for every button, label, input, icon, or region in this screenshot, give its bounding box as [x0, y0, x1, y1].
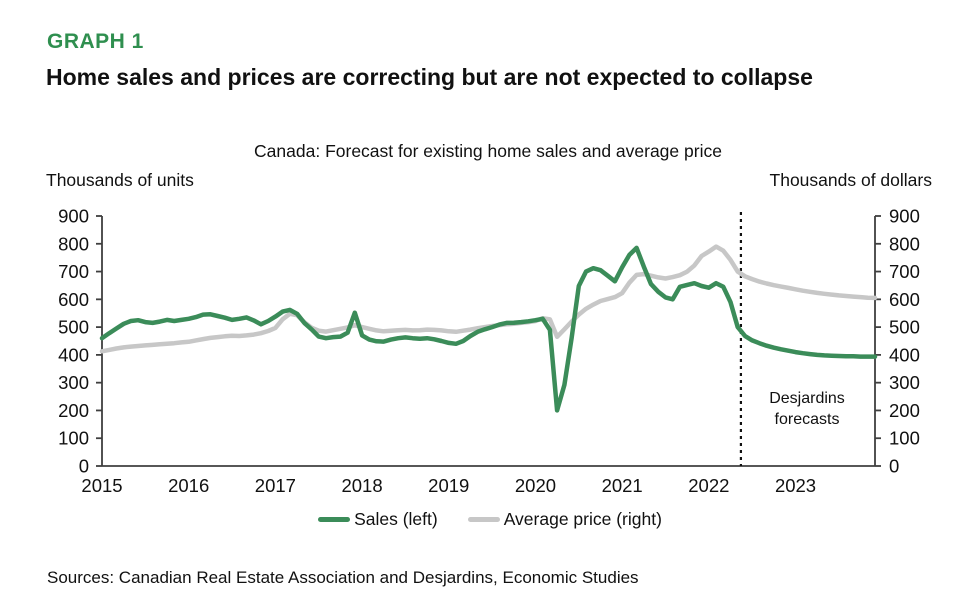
y-axis-tick-label-left: 500 [58, 317, 89, 338]
y-axis-tick-label-left: 200 [58, 400, 89, 421]
x-axis-tick-label: 2022 [688, 475, 729, 496]
x-axis-tick-label: 2023 [775, 475, 816, 496]
y-axis-tick-label-left: 700 [58, 261, 89, 282]
y-axis-tick-label-right: 900 [889, 206, 920, 227]
chart-legend: Sales (left) Average price (right) [0, 509, 980, 530]
y-axis-tick-label-right: 100 [889, 428, 920, 449]
y-axis-tick-label-right: 300 [889, 372, 920, 393]
legend-label-sales: Sales (left) [354, 509, 438, 529]
y-axis-tick-label-left: 0 [79, 456, 89, 477]
graph-number-label: GRAPH 1 [47, 30, 144, 53]
forecast-annotation: Desjardins forecasts [746, 388, 868, 430]
x-axis-tick-label: 2019 [428, 475, 469, 496]
x-axis-tick-label: 2020 [515, 475, 556, 496]
sales-line-swatch-icon [318, 516, 351, 523]
x-axis-tick-label: 2021 [602, 475, 643, 496]
y-axis-tick-label-left: 600 [58, 289, 89, 310]
y-axis-tick-label-left: 800 [58, 233, 89, 254]
x-axis-tick-label: 2018 [341, 475, 382, 496]
y-axis-tick-label-right: 500 [889, 317, 920, 338]
x-axis-tick-label: 2016 [168, 475, 209, 496]
y-axis-tick-label-left: 400 [58, 344, 89, 365]
chart-subtitle: Canada: Forecast for existing home sales… [254, 141, 722, 161]
x-axis-tick-label: 2015 [81, 475, 122, 496]
y-axis-tick-label-right: 400 [889, 344, 920, 365]
legend-item-sales: Sales (left) [318, 509, 438, 530]
x-axis-tick-label: 2017 [255, 475, 296, 496]
series-line-sales [99, 245, 878, 413]
y-axis-tick-label-right: 200 [889, 400, 920, 421]
y-axis-tick-label-left: 900 [58, 206, 89, 227]
legend-item-price: Average price (right) [467, 509, 662, 530]
y-axis-tick-label-right: 800 [889, 233, 920, 254]
chart-title: Home sales and prices are correcting but… [46, 64, 813, 90]
sources-note: Sources: Canadian Real Estate Associatio… [47, 568, 639, 587]
y-axis-tick-label-right: 0 [889, 456, 899, 477]
y-axis-tick-label-left: 100 [58, 428, 89, 449]
forecast-annotation-line1: Desjardins [769, 390, 845, 407]
y-axis-tick-label-left: 300 [58, 372, 89, 393]
price-line-swatch-icon [467, 516, 500, 523]
left-axis-title: Thousands of units [46, 170, 194, 190]
legend-label-price: Average price (right) [503, 509, 662, 529]
y-axis-tick-label-right: 700 [889, 261, 920, 282]
right-axis-title: Thousands of dollars [769, 170, 932, 190]
forecast-annotation-line2: forecasts [774, 411, 840, 428]
y-axis-tick-label-right: 600 [889, 289, 920, 310]
series-line-price [99, 244, 878, 354]
